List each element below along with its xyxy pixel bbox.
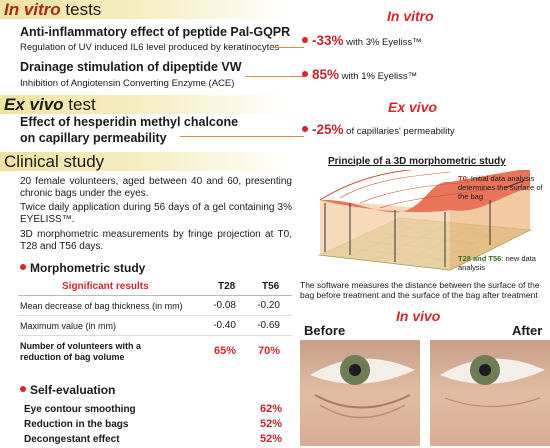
result-text: with 1% Eyeliss™ bbox=[341, 71, 418, 82]
result-text: with 3% Eyeliss™ bbox=[346, 37, 422, 48]
photo-label: After bbox=[512, 323, 543, 338]
item-title: on capillary permeability bbox=[20, 131, 167, 145]
table-cell: -0.40 bbox=[213, 320, 236, 331]
header-text: tests bbox=[65, 0, 102, 19]
result-value: 85% bbox=[312, 67, 340, 82]
panel-title: In vivo bbox=[396, 308, 441, 324]
table-cell: 65% bbox=[213, 345, 236, 357]
paragraph: 20 female volunteers, aged between 40 an… bbox=[20, 176, 292, 199]
paragraph: 3D morphometric measurements by fringe p… bbox=[20, 229, 292, 252]
paragraph: Twice daily application during 56 days o… bbox=[20, 202, 292, 225]
table-cell: -0.08 bbox=[213, 300, 236, 311]
header-italic: Ex vivo bbox=[4, 95, 64, 114]
item-title: Effect of hesperidin methyl chalcone bbox=[20, 115, 239, 129]
subsection-title: Morphometric study bbox=[20, 261, 145, 275]
self-value: 62% bbox=[260, 403, 283, 415]
section-header: In vitro tests bbox=[0, 0, 292, 19]
table-cell: Number of volunteers with a reduction of… bbox=[20, 341, 142, 362]
header-text: test bbox=[68, 95, 96, 114]
diagram-title: Principle of a 3D morphometric study bbox=[328, 156, 506, 167]
self-value: 52% bbox=[260, 433, 283, 445]
result: -25% of capillaries' permeability bbox=[302, 122, 455, 137]
item-subtitle: Inhibition of Angiotensin Converting Enz… bbox=[20, 78, 235, 89]
note-label: T28 and T56 bbox=[458, 254, 502, 263]
section-header: Clinical study bbox=[0, 152, 292, 171]
item-subtitle: Regulation of UV induced IL6 level produ… bbox=[20, 42, 280, 53]
subsection-text: Morphometric study bbox=[30, 261, 146, 275]
front-face bbox=[320, 200, 450, 270]
photo-label: Before bbox=[304, 323, 346, 338]
diagram-caption: The software measures the distance betwe… bbox=[300, 280, 540, 300]
subsection-text: Self-evaluation bbox=[30, 383, 116, 397]
table-cell: -0.20 bbox=[257, 300, 280, 311]
table-cell: -0.69 bbox=[257, 320, 280, 331]
connector bbox=[245, 76, 304, 77]
result: 85% with 1% Eyeliss™ bbox=[302, 67, 417, 82]
subsection-title: Self-evaluation bbox=[20, 383, 115, 397]
note-text: : new data analysis bbox=[458, 254, 536, 272]
header-text: Clinical study bbox=[4, 152, 105, 171]
self-item: Reduction in the bags bbox=[24, 419, 129, 430]
photos bbox=[300, 340, 550, 446]
top-grid bbox=[339, 171, 501, 209]
table-header: Significant results bbox=[62, 281, 149, 292]
diagram-note: T0: Initial data analysis determines the… bbox=[458, 174, 548, 201]
result: -33% with 3% Eyeliss™ bbox=[302, 33, 422, 48]
item-title: Drainage stimulation of dipeptide VW bbox=[20, 60, 242, 74]
table-header: T56 bbox=[262, 281, 280, 292]
connector bbox=[180, 136, 304, 137]
panel-title: In vitro bbox=[387, 8, 434, 24]
connector bbox=[270, 47, 304, 48]
arrows bbox=[324, 200, 491, 267]
pointer bbox=[504, 179, 526, 189]
note-label: T0 bbox=[458, 174, 467, 183]
result-value: -33% bbox=[312, 33, 344, 48]
photo-before bbox=[300, 340, 420, 446]
table-rule bbox=[18, 295, 292, 296]
result-text: of capillaries' permeability bbox=[346, 126, 455, 137]
note-text: : Initial data analysis determines the s… bbox=[458, 174, 543, 201]
self-value: 52% bbox=[260, 418, 283, 430]
table-rule bbox=[18, 315, 292, 316]
table-cell: Mean decrease of bag thickness (in mm) bbox=[20, 301, 183, 311]
header-italic: In vitro bbox=[4, 0, 61, 19]
section-header: Ex vivo test bbox=[0, 95, 292, 114]
photo-after bbox=[430, 340, 550, 446]
table-cell: 70% bbox=[257, 345, 280, 357]
table-cell: Maximum value (in mm) bbox=[20, 321, 117, 331]
item-title: Anti-inflammatory effect of peptide Pal-… bbox=[20, 25, 291, 39]
panel-title: Ex vivo bbox=[388, 99, 438, 115]
table-header: T28 bbox=[218, 281, 236, 292]
self-item: Eye contour smoothing bbox=[24, 404, 136, 415]
top-surface bbox=[320, 170, 530, 213]
diagram-note: T28 and T56: new data analysis bbox=[458, 254, 548, 272]
self-item: Decongestant effect bbox=[24, 434, 120, 445]
result-value: -25% bbox=[312, 122, 344, 137]
table-rule bbox=[18, 335, 292, 336]
diagram bbox=[318, 170, 532, 271]
top-edge bbox=[319, 170, 413, 201]
